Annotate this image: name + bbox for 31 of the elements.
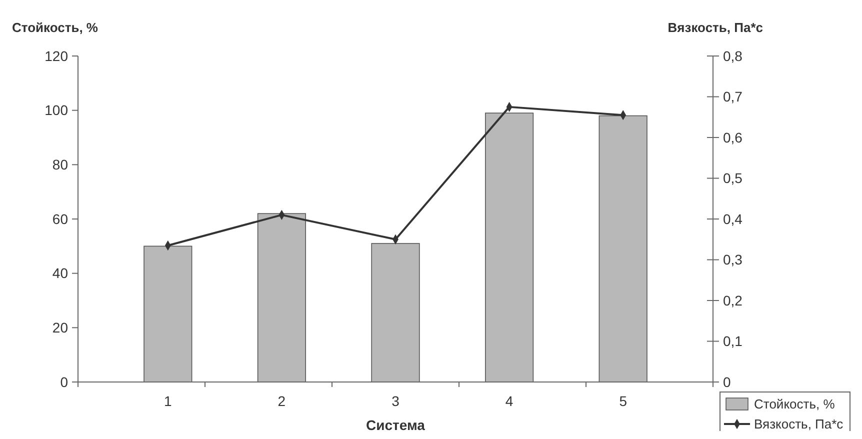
y2-tick-label: 0,5 [723, 170, 743, 186]
y2-axis-title: Вязкость, Па*с [668, 20, 763, 35]
bar [598, 115, 648, 382]
y2-tick-label: 0,3 [723, 252, 743, 268]
y-tick-label: 40 [52, 265, 68, 282]
y-tick-label: 100 [44, 102, 68, 118]
y-tick-label: 20 [52, 320, 68, 336]
y-tick-label: 60 [52, 210, 68, 227]
y-axis-title: Стойкость, % [12, 20, 98, 35]
x-tick-label: 1 [164, 393, 172, 409]
y2-tick-label: 0 [723, 374, 731, 390]
y2-tick-label: 0,8 [723, 48, 743, 64]
legend-label: Стойкость, % [754, 396, 836, 412]
y-tick-label: 80 [52, 156, 68, 173]
y2-tick-label: 0,7 [723, 88, 743, 105]
y2-tick-label: 0,2 [723, 292, 743, 308]
x-tick-label: 3 [392, 393, 400, 409]
bar [257, 213, 306, 382]
y-tick-label: 0 [60, 374, 68, 390]
y-tick-label: 120 [44, 48, 68, 64]
y2-tick-label: 0,6 [723, 129, 743, 146]
bar [371, 243, 420, 382]
y2-tick-label: 0,1 [723, 333, 743, 350]
legend-label: Вязкость, Па*с [754, 416, 844, 432]
x-axis-title: Система [366, 417, 426, 433]
x-tick-label: 2 [278, 393, 286, 409]
bar [144, 246, 192, 382]
y2-tick-label: 0,4 [723, 210, 743, 227]
x-tick-label: 5 [619, 393, 628, 409]
x-tick-label: 4 [505, 393, 514, 409]
bar [485, 112, 534, 382]
